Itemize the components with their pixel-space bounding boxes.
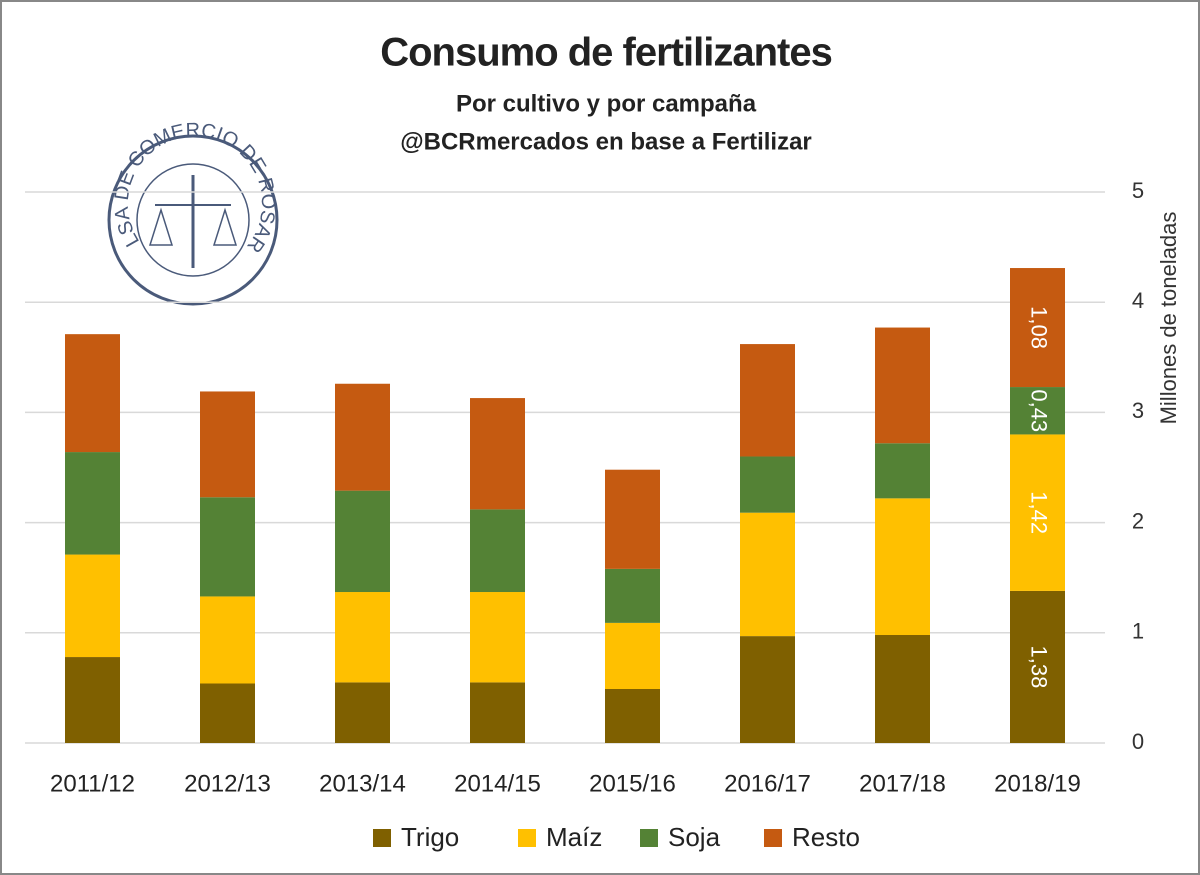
y-axis-label: Millones de toneladas [1156,212,1181,425]
bar-segment [875,327,930,444]
chart-subtitle: Por cultivo y por campaña [456,90,757,117]
x-tick-label: 2017/18 [859,770,946,797]
logo: BOLSA DE COMERCIO DE ROSARIO [0,0,279,306]
data-label: 1,08 [1027,306,1052,349]
bar-segment [875,498,930,636]
x-tick-label: 2014/15 [454,770,541,797]
x-tick-label: 2015/16 [589,770,676,797]
bar-segment [65,452,120,555]
legend-swatch [764,829,782,847]
data-label: 1,42 [1027,491,1052,534]
legend-swatch [518,829,536,847]
bar-segment [65,554,120,658]
bar-segment [470,509,525,593]
bar-segment [335,383,390,491]
legend-label: Resto [792,822,860,852]
bar-segment [740,456,795,513]
bar-segment [740,636,795,743]
x-tick-label: 2013/14 [319,770,406,797]
y-tick-label: 1 [1132,619,1144,644]
bar-segment [605,469,660,569]
bar-segment [740,512,795,637]
legend-label: Trigo [401,822,459,852]
legend-label: Maíz [546,822,602,852]
bar-segment [335,592,390,683]
logo-scale [148,207,238,246]
bar-segment [200,683,255,743]
y-tick-label: 0 [1132,729,1144,754]
bar-segment [605,689,660,743]
bar-segment [470,682,525,743]
data-label: 1,38 [1027,646,1052,689]
x-tick-label: 2012/13 [184,770,271,797]
bar-segment [470,592,525,683]
bar-segment [335,490,390,593]
bar-segment [875,443,930,499]
y-tick-label: 4 [1132,288,1144,313]
bar-segment [200,497,255,597]
legend-swatch [373,829,391,847]
x-tick-label: 2016/17 [724,770,811,797]
bar-segment [875,635,930,743]
bar-segment [1010,590,1065,743]
legend-label: Soja [668,822,721,852]
bar-segment [740,344,795,457]
bar-segment [605,568,660,623]
bar-segment [335,682,390,743]
chart-subtitle: @BCRmercados en base a Fertilizar [400,128,812,155]
y-tick-label: 5 [1132,178,1144,203]
bar-segment [1010,387,1065,435]
bar-segment [1010,268,1065,388]
logo-ring [136,163,250,277]
bar-segment [1010,434,1065,591]
chart-title: Consumo de fertilizantes [380,31,832,75]
y-tick-label: 3 [1132,398,1144,423]
bar-segment [470,398,525,510]
bar-segment [605,622,660,690]
data-label: 0,43 [1027,389,1052,432]
legend-swatch [640,829,658,847]
x-tick-label: 2018/19 [994,770,1081,797]
y-tick-label: 2 [1132,508,1144,533]
x-tick-label: 2011/12 [50,770,135,797]
bar-segment [200,391,255,498]
bar-segment [65,657,120,743]
bar-segment [65,334,120,453]
bar-segment [200,596,255,684]
